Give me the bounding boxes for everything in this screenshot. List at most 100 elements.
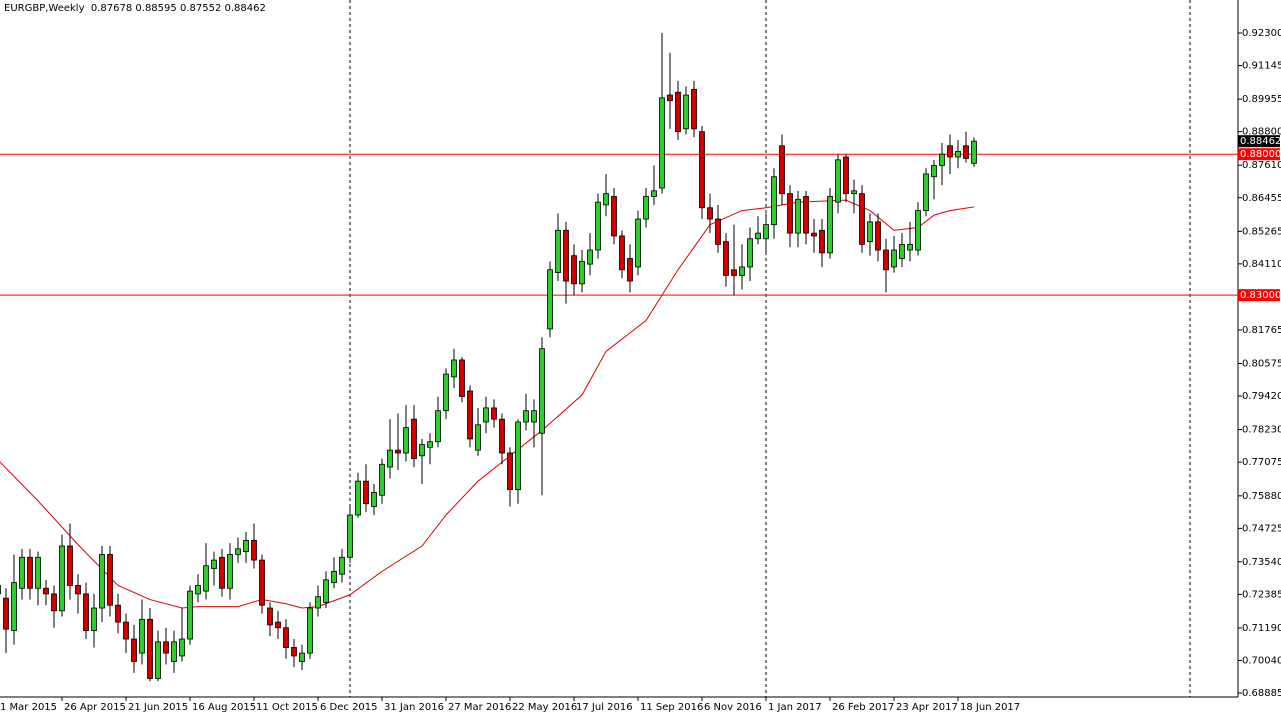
candle-body	[683, 94, 689, 130]
y-tick-label: 0.72385	[1242, 589, 1281, 600]
candle-body	[123, 621, 129, 640]
candle-body	[915, 210, 921, 251]
candle-body	[723, 241, 729, 276]
candle-body	[307, 607, 313, 654]
candle-body	[235, 548, 241, 555]
candle-body	[475, 424, 481, 451]
candle-body	[163, 641, 169, 654]
candle-body	[539, 348, 545, 434]
candle-body	[675, 91, 681, 133]
x-tick-label: 21 Jun 2015	[128, 702, 188, 713]
candle-body	[587, 249, 593, 265]
x-tick-label: 23 Apr 2017	[896, 702, 958, 713]
candle-body	[315, 596, 321, 609]
candle-body	[699, 131, 705, 209]
candle-body	[491, 407, 497, 420]
candle-body	[547, 269, 553, 330]
y-tick-label: 0.78230	[1242, 425, 1281, 436]
y-tick-label: 0.88800	[1242, 127, 1281, 138]
candle-body	[555, 229, 561, 273]
x-tick-label: 6 Dec 2015	[320, 702, 378, 713]
candle-body	[451, 359, 457, 378]
y-tick-label: 0.84110	[1242, 259, 1281, 270]
candle-body	[0, 585, 1, 595]
candle-body	[19, 556, 25, 589]
candle-body	[467, 390, 473, 440]
candle-body	[283, 627, 289, 648]
candle-body	[835, 159, 841, 203]
candle-body	[419, 444, 425, 457]
candle-body	[827, 196, 833, 254]
candle-body	[51, 593, 57, 612]
candle-body	[651, 190, 657, 197]
candle-body	[275, 621, 281, 629]
candle-body	[227, 554, 233, 589]
candle-body	[939, 153, 945, 166]
candle-body	[731, 269, 737, 276]
candle-body	[459, 359, 465, 398]
candle-body	[923, 173, 929, 211]
x-tick-label: 18 Jun 2017	[960, 702, 1020, 713]
candle-body	[323, 579, 329, 603]
candle-body	[667, 94, 673, 102]
candle-body	[779, 145, 785, 195]
x-tick-label: 16 Aug 2015	[192, 702, 256, 713]
candle-body	[795, 198, 801, 234]
x-tick-label: 22 May 2016	[512, 702, 577, 713]
x-tick-label: 1 Jan 2017	[768, 702, 822, 713]
candle-body	[115, 604, 121, 623]
candle-body	[571, 255, 577, 285]
candle-body	[251, 539, 257, 561]
candle-body	[259, 559, 265, 606]
y-tick-label: 0.73540	[1242, 557, 1281, 568]
candle-body	[195, 585, 201, 595]
candle-body	[755, 232, 761, 240]
candle-body	[131, 638, 137, 662]
candle-body	[59, 545, 65, 612]
y-tick-label: 0.86455	[1242, 193, 1281, 204]
candle-body	[515, 421, 521, 491]
candle-body	[931, 165, 937, 178]
candle-body	[955, 150, 961, 158]
candle-body	[155, 641, 161, 679]
candle-body	[27, 556, 33, 589]
x-tick-label: 26 Feb 2017	[832, 702, 894, 713]
candle-body	[891, 249, 897, 268]
candle-body	[427, 441, 433, 448]
candle-body	[811, 232, 817, 237]
candle-body	[243, 539, 249, 553]
y-tick-label: 0.85265	[1242, 226, 1281, 237]
candle-body	[211, 559, 217, 569]
header: EURGBP,Weekly 0.87678 0.88595 0.87552 0.…	[0, 0, 270, 17]
candle-body	[379, 463, 385, 496]
x-tick-label: 26 Apr 2015	[64, 702, 126, 713]
candle-body	[179, 638, 185, 657]
candle-body	[747, 238, 753, 268]
price-label: 0.83000	[1240, 290, 1281, 301]
candle-body	[11, 582, 17, 631]
candle-body	[859, 193, 865, 245]
y-tick-label: 0.79420	[1242, 391, 1281, 402]
candle-body	[507, 452, 513, 491]
price-label-bg	[1238, 148, 1280, 161]
candle-body	[867, 221, 873, 242]
candle-body	[523, 410, 529, 423]
x-tick-label: 6 Nov 2016	[704, 702, 762, 713]
candle-body	[627, 258, 633, 282]
candle-body	[715, 218, 721, 245]
candle-body	[643, 196, 649, 220]
candle-body	[403, 427, 409, 454]
x-tick-label: 1 Mar 2015	[0, 702, 57, 713]
candle-body	[739, 266, 745, 276]
candle-body	[851, 190, 857, 195]
candle-body	[107, 554, 113, 606]
candle-body	[67, 545, 73, 586]
candle-body	[883, 249, 889, 271]
candle-body	[75, 585, 81, 595]
y-tick-label: 0.81765	[1242, 325, 1281, 336]
candle-body	[579, 260, 585, 285]
candle-body	[387, 449, 393, 468]
